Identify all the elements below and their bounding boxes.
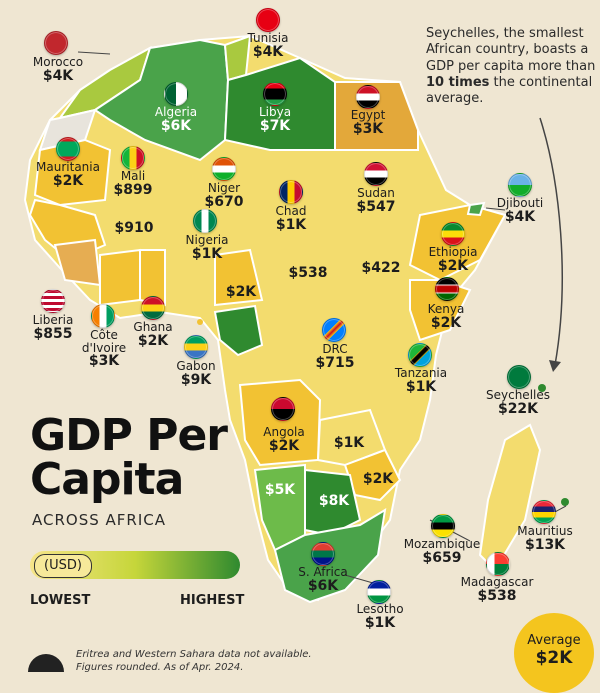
drc-flag-icon: [322, 318, 346, 342]
value-namibia: $5K: [264, 482, 296, 498]
kenya-flag-icon: [435, 277, 459, 301]
morocco-flag-icon: [44, 31, 68, 55]
label-south-africa: S. Africa $6K: [298, 565, 348, 594]
label-niger: Niger $670: [204, 181, 244, 210]
label-tunisia: Tunisia $4K: [247, 31, 289, 60]
angola-flag-icon: [271, 397, 295, 421]
label-egypt: Egypt $3K: [350, 108, 386, 137]
region-mauritania: [33, 138, 112, 207]
value-cameroon: $2K: [225, 284, 257, 300]
value-south-sudan: $422: [361, 260, 401, 276]
nigeria-flag-icon: [193, 209, 217, 233]
mali-flag-icon: [121, 146, 145, 170]
label-mali: Mali $899: [113, 169, 153, 198]
leader-line-morocco: [77, 51, 111, 55]
page-title: GDP Per Capita: [30, 410, 228, 505]
tanzania-flag-icon: [408, 343, 432, 367]
label-kenya: Kenya $2K: [427, 302, 465, 331]
niger-flag-icon: [212, 157, 236, 181]
label-cote-divoire: Côte d'Ivoire $3K: [81, 328, 127, 370]
callout-bold: 10 times: [426, 74, 490, 90]
callout-arrow: [539, 117, 563, 366]
label-mauritius: Mauritius $13K: [517, 524, 573, 553]
label-lesotho: Lesotho $1K: [356, 602, 404, 631]
chad-flag-icon: [279, 180, 303, 204]
mauritania-flag-icon: [56, 137, 80, 161]
value-zambia: $1K: [333, 435, 365, 451]
legend-low-label: LOWEST: [30, 593, 91, 608]
label-seychelles: Seychelles $22K: [486, 388, 550, 417]
algeria-flag-icon: [164, 82, 188, 106]
lesotho-flag-icon: [367, 580, 391, 604]
seychelles-flag-icon: [507, 365, 531, 389]
value-zimbabwe: $2K: [362, 471, 394, 487]
label-liberia: Liberia $855: [32, 313, 74, 342]
legend-unit-pill: (USD): [34, 554, 92, 578]
label-ghana: Ghana $2K: [133, 320, 173, 349]
value-botswana: $8K: [318, 493, 350, 509]
label-sudan: Sudan $547: [356, 186, 396, 215]
region-djibouti: [466, 201, 486, 217]
label-nigeria: Nigeria $1K: [185, 233, 229, 262]
value-central-african-republic: $538: [288, 265, 328, 281]
region-madagascar: [478, 423, 542, 572]
region-gabon: [213, 304, 264, 357]
region-seychelles: [538, 384, 546, 392]
publisher-logo-icon: [28, 654, 64, 672]
region-cape-verde: [197, 319, 203, 325]
value-burkina-faso: $910: [114, 220, 154, 236]
djibouti-flag-icon: [508, 173, 532, 197]
region-egypt: [334, 81, 419, 151]
region-ghana: [139, 249, 166, 307]
label-ethiopia: Ethiopia $2K: [428, 245, 478, 274]
callout-arrowhead: [549, 360, 561, 372]
region-cote-divoire: [99, 248, 141, 307]
south-africa-flag-icon: [311, 542, 335, 566]
ghana-flag-icon: [141, 296, 165, 320]
region-mauritius: [561, 498, 569, 506]
region-guinea: [53, 238, 102, 287]
seychelles-callout: Seychelles, the smallest African country…: [426, 26, 596, 106]
legend-high-label: HIGHEST: [180, 593, 245, 608]
label-gabon: Gabon $9K: [176, 359, 216, 388]
leader-line-djibouti: [485, 207, 506, 211]
average-badge: Average $2K: [514, 613, 594, 693]
label-morocco: Morocco $4K: [32, 55, 84, 84]
sudan-flag-icon: [364, 162, 388, 186]
label-drc: DRC $715: [315, 342, 355, 371]
footnote: Eritrea and Western Sahara data not avai…: [76, 649, 312, 673]
page-subtitle: ACROSS AFRICA: [32, 511, 166, 529]
cote-divoire-flag-icon: [91, 304, 115, 328]
label-chad: Chad $1K: [275, 204, 307, 233]
region-cameroon: [214, 248, 264, 307]
tunisia-flag-icon: [256, 8, 280, 32]
ethiopia-flag-icon: [441, 222, 465, 246]
label-libya: Libya $7K: [258, 105, 292, 134]
label-djibouti: Djibouti $4K: [496, 196, 544, 225]
label-algeria: Algeria $6K: [154, 105, 198, 134]
liberia-flag-icon: [41, 289, 65, 313]
egypt-flag-icon: [356, 85, 380, 109]
region-tunisia: [223, 34, 252, 82]
madagascar-flag-icon: [486, 552, 510, 576]
label-mauritania: Mauritania $2K: [36, 160, 100, 189]
label-tanzania: Tanzania $1K: [394, 366, 448, 395]
label-madagascar: Madagascar $538: [460, 575, 534, 604]
libya-flag-icon: [263, 82, 287, 106]
mozambique-flag-icon: [431, 514, 455, 538]
label-mozambique: Mozambique $659: [403, 537, 481, 566]
gabon-flag-icon: [184, 335, 208, 359]
label-angola: Angola $2K: [263, 425, 305, 454]
mauritius-flag-icon: [532, 500, 556, 524]
